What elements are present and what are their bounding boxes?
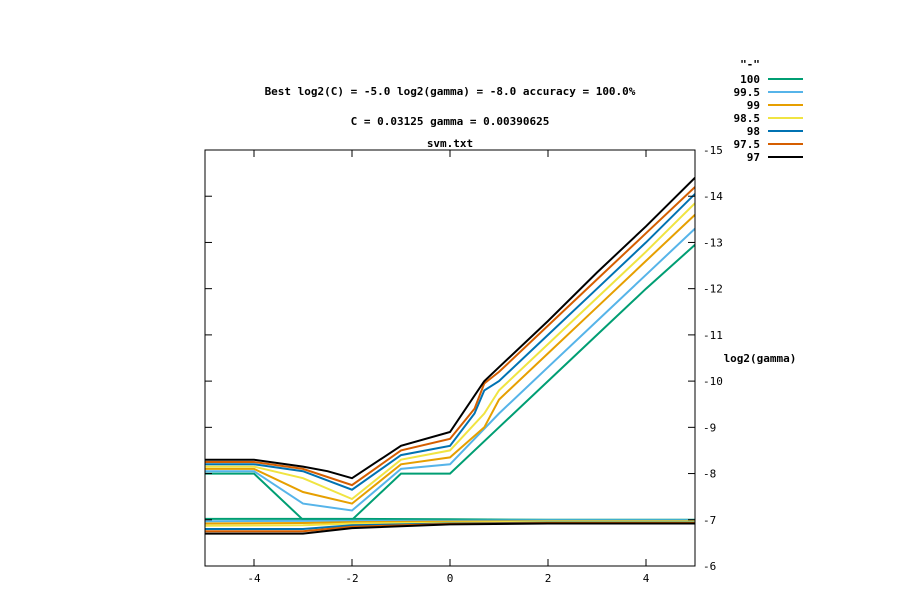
y-tick-label: -8 bbox=[703, 468, 716, 481]
plot-frame bbox=[204, 149, 696, 567]
y-tick-label: -15 bbox=[703, 144, 723, 157]
legend-label-98: 98 bbox=[747, 125, 760, 138]
series-line-100-1 bbox=[205, 244, 695, 521]
series-line-97-5-1 bbox=[205, 186, 695, 487]
legend-label-97: 97 bbox=[747, 151, 760, 164]
x-tick-label: -2 bbox=[345, 572, 358, 585]
legend-label-97-5: 97.5 bbox=[734, 138, 761, 151]
chart-title-best-params: Best log2(C) = -5.0 log2(gamma) = -8.0 a… bbox=[265, 85, 636, 98]
x-tick-label: 4 bbox=[643, 572, 650, 585]
plot-title: svm.txt bbox=[427, 137, 473, 150]
series-line-99-1 bbox=[205, 213, 695, 505]
y-tick-label: -14 bbox=[703, 190, 723, 203]
legend-label-99-5: 99.5 bbox=[734, 86, 761, 99]
y-tick-label: -10 bbox=[703, 375, 723, 388]
legend-title: "-" bbox=[740, 58, 760, 71]
y-tick-label: -13 bbox=[703, 236, 723, 249]
y-axis-label: log2(gamma) bbox=[724, 352, 797, 365]
series-line-98-5-2 bbox=[205, 520, 695, 527]
legend-label-99: 99 bbox=[747, 99, 760, 112]
series-line-98-1 bbox=[205, 193, 695, 491]
y-tick-label: -6 bbox=[703, 560, 716, 573]
series-line-97-2 bbox=[205, 522, 695, 535]
series-line-98-5-1 bbox=[205, 202, 695, 501]
y-tick-label: -7 bbox=[703, 514, 716, 527]
legend-label-100: 100 bbox=[740, 73, 760, 86]
chart-title-c-gamma: C = 0.03125 gamma = 0.00390625 bbox=[351, 115, 550, 128]
y-tick-label: -9 bbox=[703, 421, 716, 434]
series-line-97-1 bbox=[205, 176, 695, 480]
x-tick-label: -4 bbox=[247, 572, 261, 585]
y-tick-label: -11 bbox=[703, 329, 723, 342]
legend-label-98-5: 98.5 bbox=[734, 112, 761, 125]
x-tick-label: 0 bbox=[447, 572, 454, 585]
y-tick-label: -12 bbox=[703, 283, 723, 296]
axes: -4 -2 0 2 4 -15 -14 -13 -12 -11 -10 -9 -8 -7 -6 bbox=[204, 144, 723, 585]
series-line-99-5-1 bbox=[205, 227, 695, 512]
x-tick-label: 2 bbox=[545, 572, 552, 585]
plot-area bbox=[205, 176, 695, 535]
